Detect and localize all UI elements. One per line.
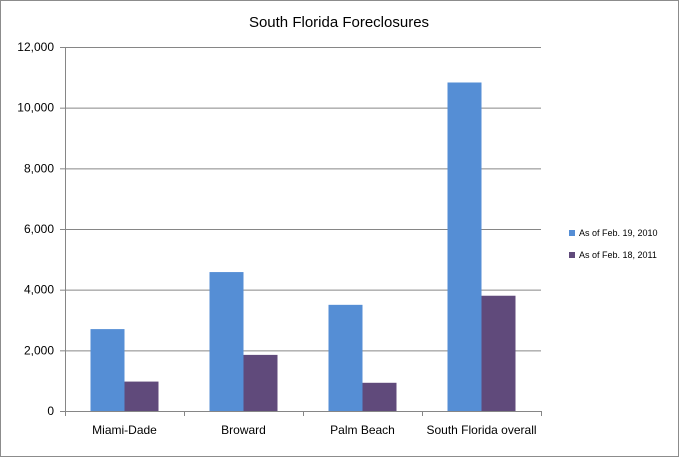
legend-label: As of Feb. 19, 2010	[579, 228, 658, 238]
legend-swatch	[569, 252, 575, 258]
legend-label: As of Feb. 18, 2011	[579, 250, 657, 260]
bar	[90, 329, 125, 411]
bar	[328, 304, 363, 411]
chart-title: South Florida Foreclosures	[249, 14, 429, 31]
y-tick-label: 4,000	[24, 283, 54, 297]
legend: As of Feb. 19, 2010 As of Feb. 18, 2011	[569, 228, 658, 260]
bar	[447, 82, 482, 412]
legend-swatch	[569, 230, 575, 236]
x-tick-label: Miami-Dade	[92, 423, 157, 437]
y-tick-label: 10,000	[17, 101, 54, 115]
x-tick-label: Broward	[221, 423, 266, 437]
y-tick-label: 2,000	[24, 343, 54, 357]
bar	[209, 272, 244, 411]
bar	[243, 354, 278, 411]
y-tick-label: 0	[47, 404, 54, 418]
y-axis-ticks: 0 2,000 4,000 6,000 8,000 10,000 12,000	[17, 40, 66, 418]
bar	[124, 381, 159, 411]
gridlines	[65, 47, 541, 412]
y-tick-label: 6,000	[24, 222, 54, 236]
x-axis-ticks: Miami-Dade Broward Palm Beach South Florida…	[65, 411, 542, 437]
bar	[481, 295, 516, 411]
x-tick-label: Palm Beach	[330, 423, 395, 437]
bars	[90, 82, 516, 412]
bar	[362, 382, 397, 411]
y-tick-label: 8,000	[24, 161, 54, 175]
y-tick-label: 12,000	[17, 40, 54, 54]
x-tick-label: South Florida overall	[426, 423, 536, 437]
